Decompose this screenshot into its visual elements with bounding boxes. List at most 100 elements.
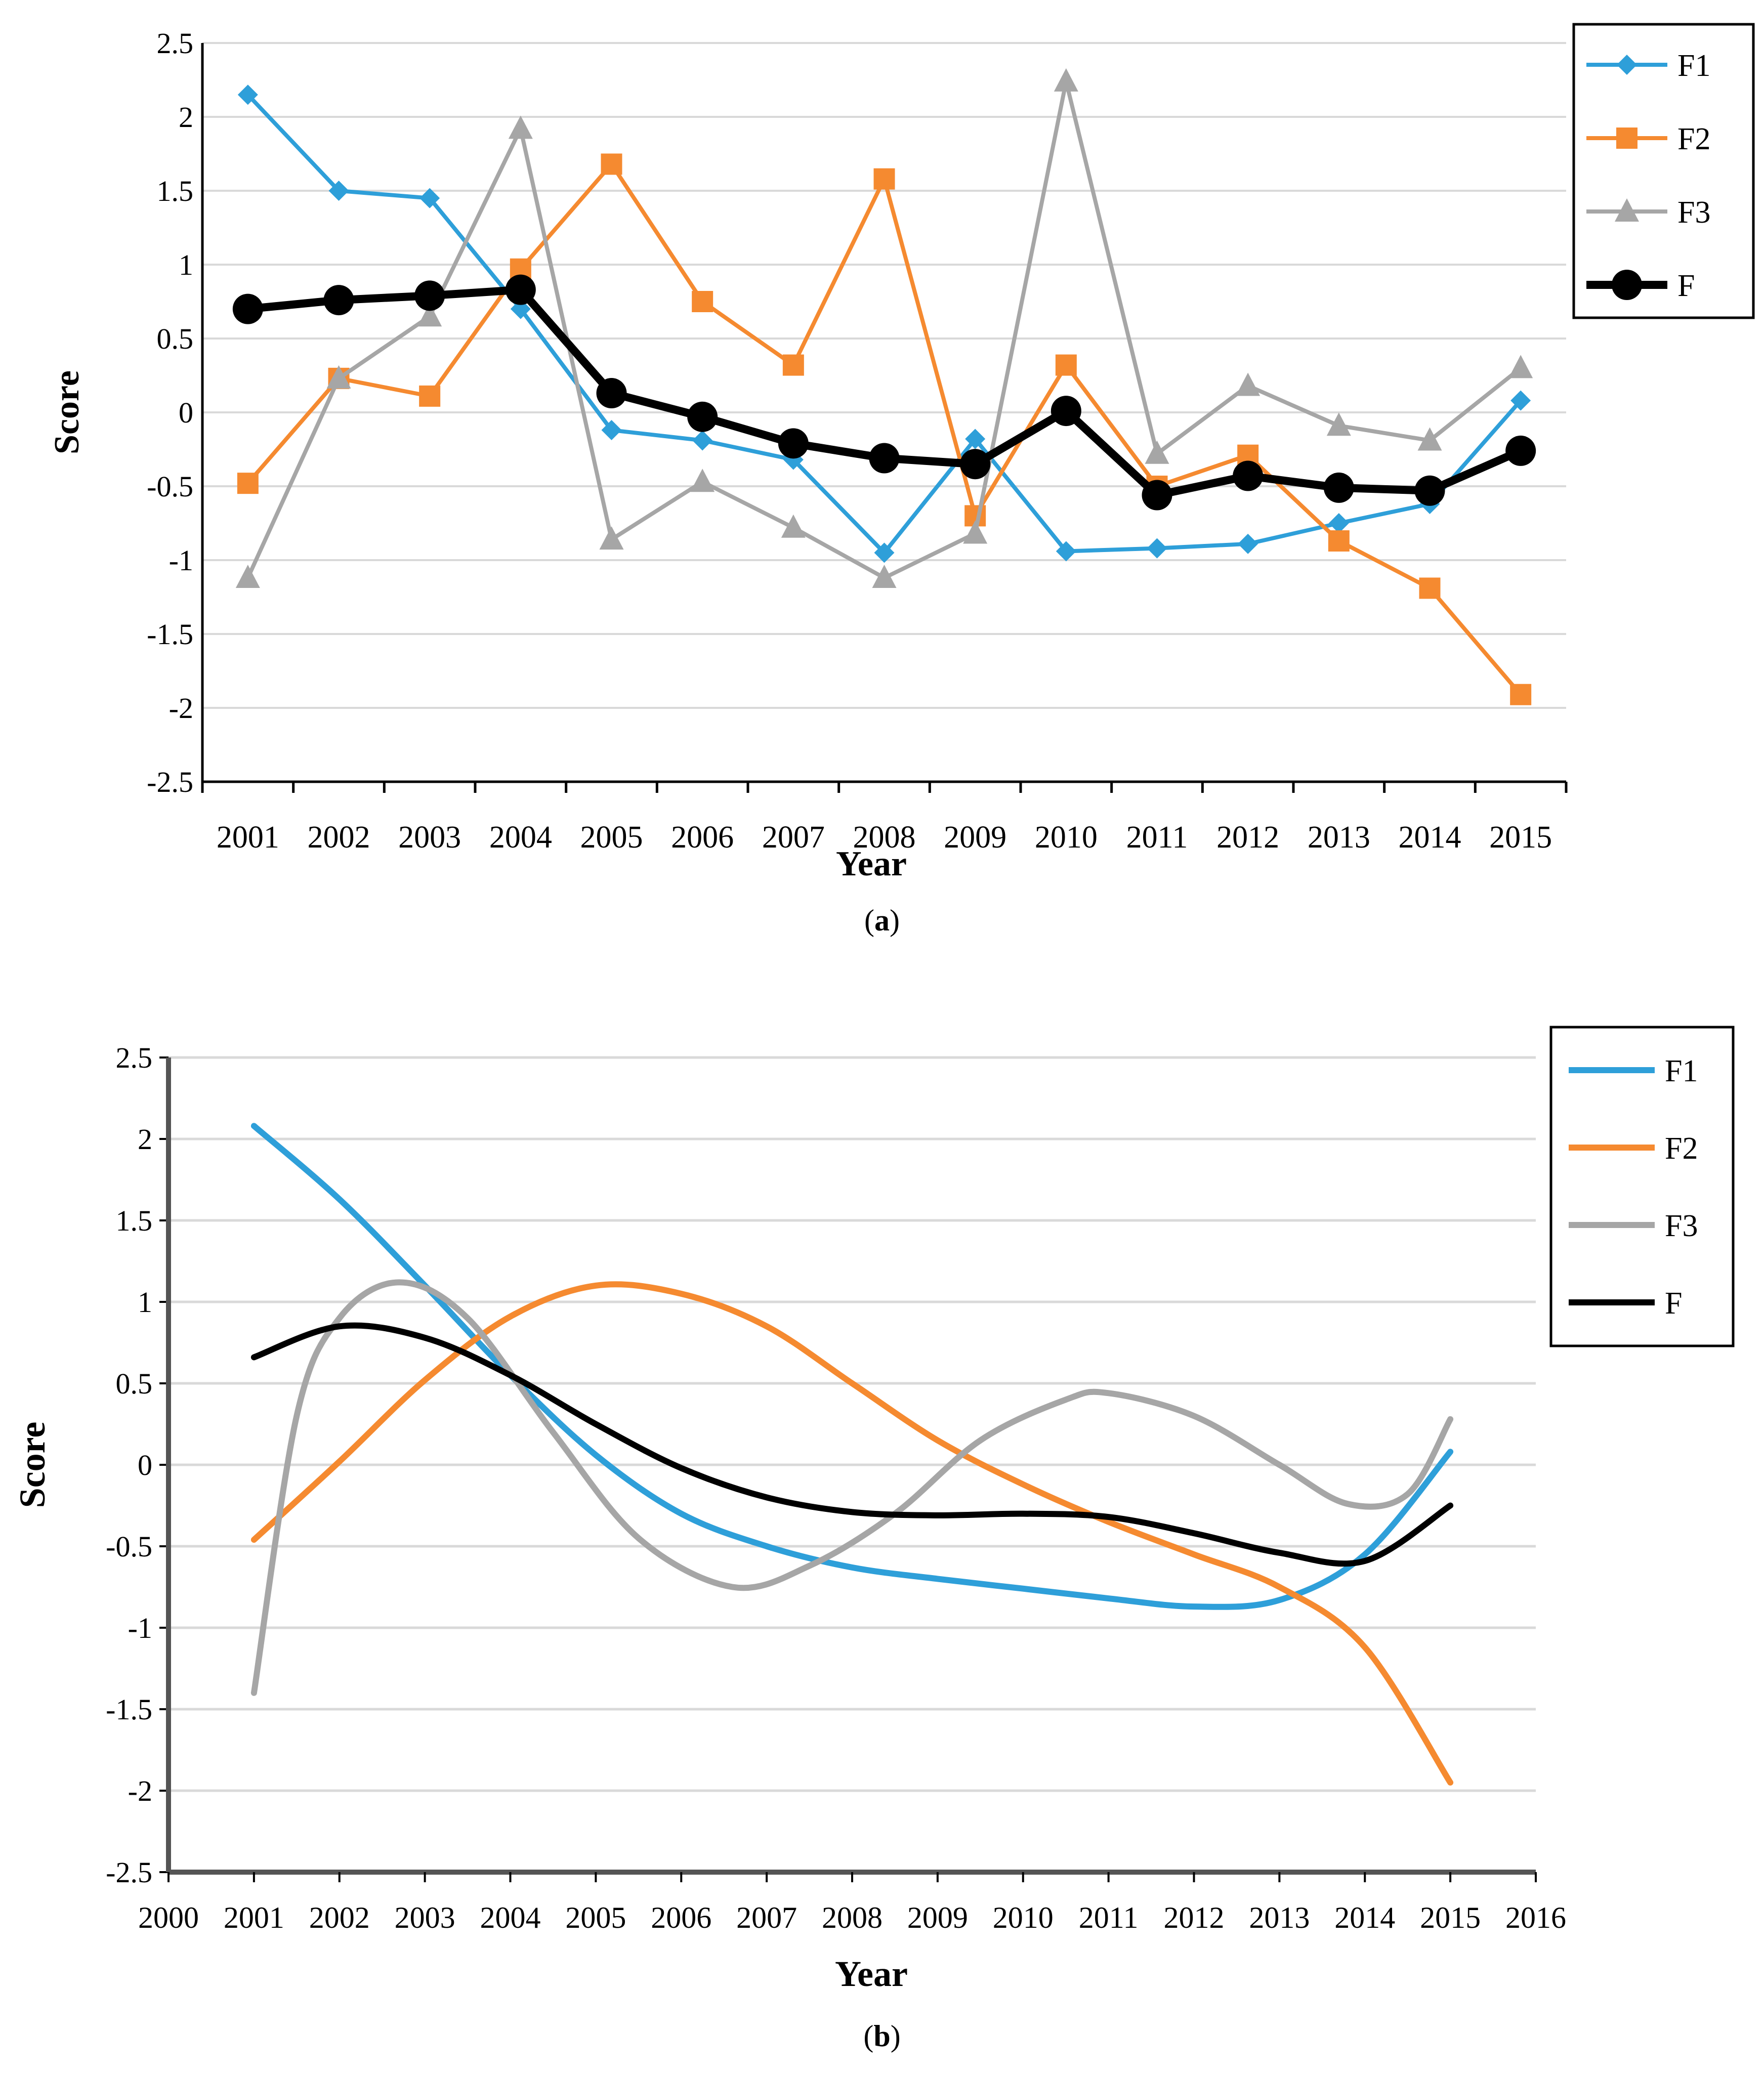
data-point-f: [1414, 475, 1445, 506]
y-tick-label: -1.5: [147, 618, 193, 651]
data-point-f: [596, 378, 627, 409]
y-tick-label: -0.5: [147, 470, 193, 503]
x-tick-label: 2013: [1249, 1901, 1310, 1934]
caption-a: (a): [864, 904, 900, 937]
series-line-f3: [246, 79, 1522, 580]
series-curve-f2: [250, 1281, 1454, 1786]
x-tick-label: 2004: [480, 1901, 541, 1934]
data-point-f1: [1238, 533, 1258, 554]
caption-a-letter: a: [874, 904, 890, 937]
data-point-f: [1323, 472, 1354, 503]
legend-b-label-f2: F2: [1665, 1131, 1698, 1166]
data-point-f: [414, 280, 445, 311]
x-tick-label: 2003: [398, 820, 461, 855]
data-point-f1: [237, 84, 258, 105]
x-tick-label: 2009: [944, 820, 1006, 855]
x-tick-label: 2013: [1308, 820, 1370, 855]
data-point-f3: [690, 469, 715, 492]
x-tick-label: 2005: [580, 820, 643, 855]
data-point-f3: [417, 303, 442, 327]
x-tick-label: 2002: [309, 1901, 370, 1934]
legend-a-marker-f: [1612, 270, 1642, 300]
data-point-f1: [692, 430, 713, 451]
x-tick-label: 2001: [217, 820, 279, 855]
data-point-f2: [1419, 577, 1441, 599]
x-tick-label: 2009: [907, 1901, 968, 1934]
data-point-f3: [1417, 427, 1442, 451]
y-tick-label: 2: [138, 1123, 152, 1156]
x-tick-label: 2015: [1420, 1901, 1481, 1934]
y-tick-label: -2: [169, 692, 193, 725]
data-point-f1: [1328, 513, 1349, 533]
y-tick-label: 2: [179, 101, 193, 134]
data-point-f: [1233, 460, 1264, 491]
data-point-f3: [1508, 355, 1533, 378]
y-tick-label: 0: [138, 1449, 152, 1482]
data-point-f: [960, 449, 991, 480]
y-tick-label: 1: [138, 1286, 152, 1319]
data-point-f1: [419, 188, 440, 208]
data-point-f3: [326, 365, 351, 389]
chart-b-svg: 2.5 2 1.5 1 0.5 0 -0.5 -1 -1.5 -2 -2.5 2000 2001 2002…: [12, 1026, 1735, 1994]
legend-a-marker-f1: [1617, 55, 1637, 75]
series-curve-f3: [250, 1279, 1454, 1696]
x-tick-label: 2010: [993, 1901, 1054, 1934]
legend-b-label-f1: F1: [1665, 1054, 1698, 1088]
chart-panel-a: 2.5 2 1.5 1 0.5 0 -0.5 -1 -1.5 -2 -2.5 2001 2002 2003…: [0, 0, 1764, 961]
chart-a-svg: 2.5 2 1.5 1 0.5 0 -0.5 -1 -1.5 -2 -2.5 2001 2002 2003…: [48, 23, 1755, 883]
legend-b-box: [1549, 1026, 1735, 1347]
x-tick-label: 2007: [736, 1901, 797, 1934]
data-point-f2: [1328, 530, 1350, 552]
x-tick-label: 2011: [1079, 1901, 1139, 1934]
caption-b-letter: b: [873, 2019, 891, 2053]
x-axis-title: Year: [836, 844, 907, 883]
x-axis-title: Year: [835, 1954, 908, 1994]
data-point-f1: [328, 181, 349, 201]
data-point-f3: [599, 526, 624, 550]
y-tick-label: -1.5: [106, 1693, 152, 1726]
y-tick-label: -1: [169, 544, 193, 577]
x-tick-label: 2008: [822, 1901, 883, 1934]
data-point-f: [869, 443, 900, 474]
legend-b: F1 F2 F3 F: [1549, 1026, 1735, 1347]
data-point-f3: [781, 514, 806, 538]
legend-a-label-f1: F1: [1677, 49, 1710, 83]
y-tick-label: -2.5: [147, 766, 193, 798]
legend-a-box: [1572, 23, 1755, 319]
legend-a-label-f: F: [1677, 269, 1695, 303]
data-point-f1: [1147, 538, 1167, 559]
data-point-f2: [692, 291, 713, 312]
x-tick-label: 2007: [762, 820, 825, 855]
x-tick-label: 2006: [651, 1901, 711, 1934]
data-point-f1: [965, 429, 986, 449]
chart-panel-b: 2.5 2 1.5 1 0.5 0 -0.5 -1 -1.5 -2 -2.5 2000 2001 2002…: [0, 1017, 1764, 2073]
x-tick-label: 2014: [1334, 1901, 1395, 1934]
legend-b-label-f: F: [1665, 1286, 1682, 1321]
data-point-f1: [1056, 541, 1076, 562]
x-tick-label: 2001: [224, 1901, 284, 1934]
x-tick-label: 2006: [671, 820, 734, 855]
data-point-f: [232, 293, 263, 324]
x-tick-label: 2005: [565, 1901, 626, 1934]
series-curve-f1: [250, 1123, 1454, 1610]
x-tick-label: 2011: [1126, 820, 1188, 855]
data-point-f2: [1055, 354, 1077, 376]
x-tick-label: 2002: [308, 820, 370, 855]
x-tick-label: 2014: [1399, 820, 1461, 855]
x-tick-label: 2008: [853, 820, 916, 855]
legend-a-marker-f3: [1615, 198, 1639, 222]
y-tick-label: 1: [179, 248, 193, 281]
y-tick-label: 0.5: [157, 322, 194, 355]
series-curve-f: [250, 1322, 1454, 1567]
data-point-f: [1142, 480, 1172, 511]
data-point-f3: [1236, 372, 1261, 396]
data-point-f2: [873, 168, 895, 190]
y-axis-title: Score: [12, 1422, 53, 1508]
data-point-f: [1505, 435, 1536, 466]
x-tick-label: 2003: [395, 1901, 455, 1934]
data-point-f: [687, 401, 718, 432]
data-point-f3: [508, 115, 533, 139]
x-tick-label: 2012: [1164, 1901, 1225, 1934]
x-tick-label: 2000: [138, 1901, 199, 1934]
x-tick-label: 2016: [1505, 1901, 1566, 1934]
